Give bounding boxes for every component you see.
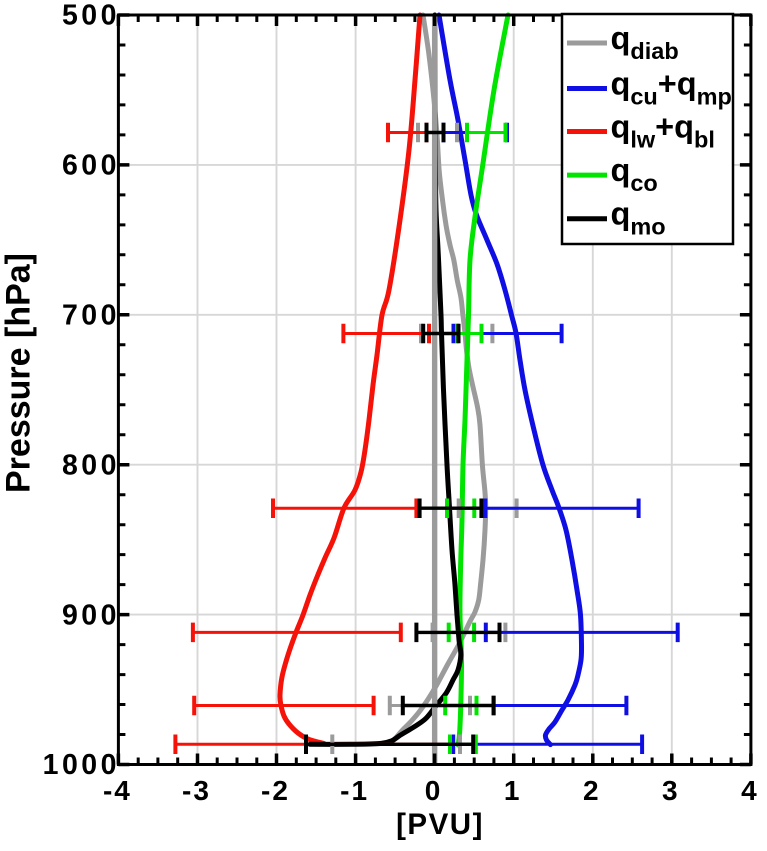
svg-text:-2: -2 bbox=[261, 775, 290, 806]
svg-text:[PVU]: [PVU] bbox=[396, 808, 484, 841]
svg-text:3: 3 bbox=[662, 775, 680, 806]
svg-text:500: 500 bbox=[62, 0, 120, 32]
svg-text:Pressure [hPa]: Pressure [hPa] bbox=[0, 253, 38, 493]
svg-text:700: 700 bbox=[62, 300, 120, 332]
svg-text:900: 900 bbox=[62, 599, 120, 631]
svg-text:1: 1 bbox=[504, 775, 522, 806]
svg-text:-4: -4 bbox=[103, 775, 132, 806]
svg-text:600: 600 bbox=[62, 150, 120, 182]
svg-text:800: 800 bbox=[62, 449, 120, 481]
svg-text:1000: 1000 bbox=[43, 749, 120, 781]
svg-text:-1: -1 bbox=[340, 775, 369, 806]
svg-text:4: 4 bbox=[741, 775, 759, 806]
svg-text:0: 0 bbox=[425, 775, 443, 806]
svg-text:2: 2 bbox=[583, 775, 601, 806]
svg-text:-3: -3 bbox=[182, 775, 211, 806]
